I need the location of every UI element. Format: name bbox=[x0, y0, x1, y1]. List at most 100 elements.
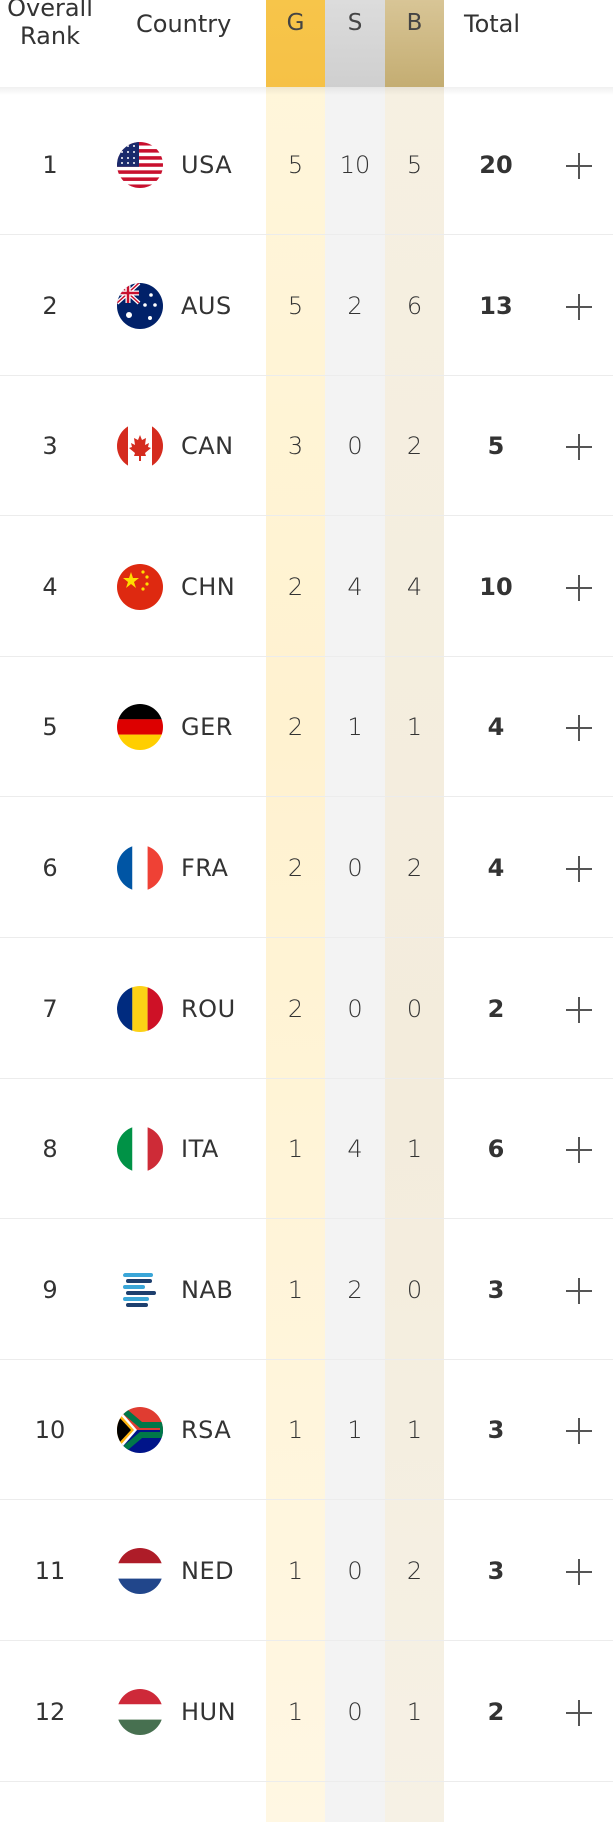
country-code[interactable]: FRA bbox=[181, 854, 229, 882]
bronze-count: 6 bbox=[406, 291, 423, 320]
can-flag-icon bbox=[117, 423, 163, 470]
total-count: 4 bbox=[487, 713, 505, 742]
rank-cell: 6 bbox=[42, 854, 58, 882]
plus-icon[interactable] bbox=[566, 293, 592, 320]
total-count: 13 bbox=[479, 291, 513, 320]
country-code[interactable]: ITA bbox=[181, 1135, 219, 1164]
bronze-count: 0 bbox=[406, 994, 423, 1023]
silver-count: 4 bbox=[347, 572, 363, 601]
table-row[interactable]: 1 USA 5 10 5 20 bbox=[0, 95, 613, 235]
country-code[interactable]: CAN bbox=[181, 432, 234, 461]
plus-icon[interactable] bbox=[566, 574, 592, 601]
bronze-count: 1 bbox=[406, 1135, 423, 1164]
row-divider bbox=[0, 937, 613, 938]
silver-count: 4 bbox=[347, 1135, 363, 1164]
table-row[interactable]: 2 AUS 5 2 6 13 bbox=[0, 236, 613, 376]
country-code[interactable]: HUN bbox=[181, 1697, 237, 1726]
rank-cell: 2 bbox=[42, 291, 58, 320]
table-row[interactable]: 8 ITA 1 4 1 6 bbox=[0, 1079, 613, 1220]
row-divider bbox=[0, 1499, 613, 1501]
total-count: 5 bbox=[487, 432, 505, 461]
table-row[interactable]: 7 ROU 2 0 0 2 bbox=[0, 939, 613, 1079]
rank-cell: 10 bbox=[34, 1416, 66, 1445]
country-code[interactable]: NED bbox=[181, 1557, 235, 1585]
plus-icon[interactable] bbox=[566, 715, 592, 742]
header-silver[interactable]: S bbox=[325, 0, 385, 87]
bronze-column-bg bbox=[385, 0, 444, 1822]
silver-count: 10 bbox=[339, 151, 371, 179]
header-bronze[interactable]: B bbox=[385, 0, 444, 87]
silver-count: 0 bbox=[347, 854, 363, 882]
hun-flag-icon bbox=[117, 1688, 163, 1735]
table-row[interactable]: 9 NAB 1 2 0 3 bbox=[0, 1220, 613, 1360]
table-row[interactable]: 10 RSA 1 1 1 3 bbox=[0, 1360, 613, 1501]
plus-icon[interactable] bbox=[566, 1559, 592, 1585]
table-row[interactable]: 3 CAN 3 0 2 5 bbox=[0, 376, 613, 517]
header-total[interactable]: Total bbox=[464, 10, 521, 38]
total-count: 4 bbox=[487, 854, 505, 882]
bronze-count: 1 bbox=[406, 1697, 423, 1726]
silver-count: 0 bbox=[347, 994, 363, 1023]
gold-count: 1 bbox=[287, 1135, 304, 1164]
country-code[interactable]: RSA bbox=[181, 1416, 232, 1445]
plus-icon[interactable] bbox=[566, 996, 592, 1023]
usa-flag-icon bbox=[117, 142, 163, 188]
table-row[interactable]: 6 FRA 2 0 2 4 bbox=[0, 798, 613, 938]
table-row[interactable]: 4 CHN 2 4 4 10 bbox=[0, 517, 613, 657]
aus-flag-icon bbox=[117, 282, 163, 329]
header-gold[interactable]: G bbox=[266, 0, 325, 87]
silver-count: 1 bbox=[347, 1416, 363, 1445]
header-rank-line2: Rank bbox=[20, 22, 80, 50]
rank-cell: 12 bbox=[34, 1697, 66, 1726]
bronze-count: 4 bbox=[406, 572, 423, 601]
table-row[interactable]: 5 GER 2 1 1 4 bbox=[0, 657, 613, 798]
bronze-count: 2 bbox=[406, 432, 423, 461]
bronze-count: 0 bbox=[406, 1275, 423, 1304]
gold-count: 1 bbox=[287, 1416, 304, 1445]
row-divider bbox=[0, 655, 613, 657]
plus-icon[interactable] bbox=[566, 856, 592, 882]
total-count: 3 bbox=[487, 1557, 505, 1585]
table-row[interactable]: 11 NED 1 0 2 3 bbox=[0, 1501, 613, 1641]
row-divider bbox=[0, 1358, 613, 1360]
gold-count: 2 bbox=[287, 572, 304, 601]
total-count: 2 bbox=[487, 1697, 505, 1726]
row-divider bbox=[0, 796, 613, 798]
silver-count: 2 bbox=[347, 291, 363, 320]
country-code[interactable]: AUS bbox=[181, 291, 232, 320]
rank-cell: 11 bbox=[34, 1557, 66, 1585]
header-country[interactable]: Country bbox=[136, 10, 232, 38]
rank-cell: 9 bbox=[42, 1275, 58, 1304]
header-shadow bbox=[0, 87, 613, 95]
ger-flag-icon bbox=[117, 704, 163, 751]
rank-cell: 3 bbox=[42, 432, 58, 461]
rank-cell: 7 bbox=[42, 994, 58, 1023]
table-row[interactable]: 12 HUN 1 0 1 2 bbox=[0, 1642, 613, 1782]
country-code[interactable]: GER bbox=[181, 713, 233, 742]
silver-count: 1 bbox=[347, 713, 363, 742]
plus-icon[interactable] bbox=[566, 1418, 592, 1445]
country-code[interactable]: USA bbox=[181, 151, 233, 179]
plus-icon[interactable] bbox=[566, 1137, 592, 1164]
total-count: 3 bbox=[487, 1275, 505, 1304]
country-code[interactable]: CHN bbox=[181, 572, 236, 601]
total-count: 3 bbox=[487, 1416, 505, 1445]
rou-flag-icon bbox=[117, 985, 163, 1032]
country-code[interactable]: NAB bbox=[181, 1275, 234, 1304]
gold-count: 2 bbox=[287, 713, 304, 742]
gold-count: 2 bbox=[287, 994, 304, 1023]
plus-icon[interactable] bbox=[566, 1277, 592, 1304]
country-code[interactable]: ROU bbox=[181, 994, 236, 1023]
header-overall-rank[interactable]: Overall Rank bbox=[0, 0, 100, 50]
rank-cell: 8 bbox=[42, 1135, 58, 1164]
bronze-count: 1 bbox=[406, 713, 423, 742]
plus-icon[interactable] bbox=[566, 1699, 592, 1726]
rsa-flag-icon bbox=[117, 1407, 163, 1454]
gold-count: 5 bbox=[287, 291, 304, 320]
plus-icon[interactable] bbox=[566, 153, 592, 179]
total-count: 2 bbox=[487, 994, 505, 1023]
plus-icon[interactable] bbox=[566, 434, 592, 461]
total-count: 6 bbox=[487, 1135, 505, 1164]
gold-count: 2 bbox=[287, 854, 304, 882]
